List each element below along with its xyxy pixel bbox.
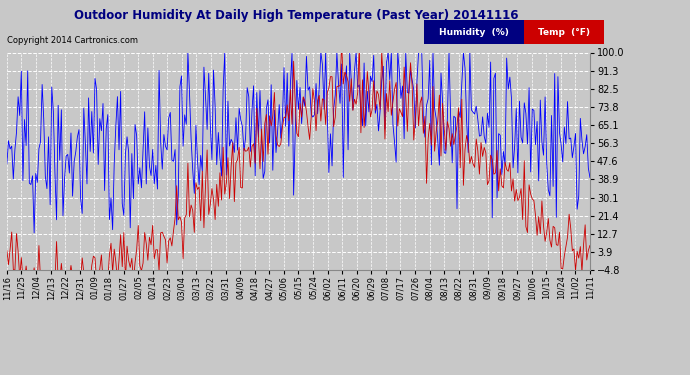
Text: Copyright 2014 Cartronics.com: Copyright 2014 Cartronics.com xyxy=(7,36,138,45)
Text: Temp  (°F): Temp (°F) xyxy=(538,28,590,37)
Text: Humidity  (%): Humidity (%) xyxy=(440,28,509,37)
Text: Outdoor Humidity At Daily High Temperature (Past Year) 20141116: Outdoor Humidity At Daily High Temperatu… xyxy=(75,9,519,22)
